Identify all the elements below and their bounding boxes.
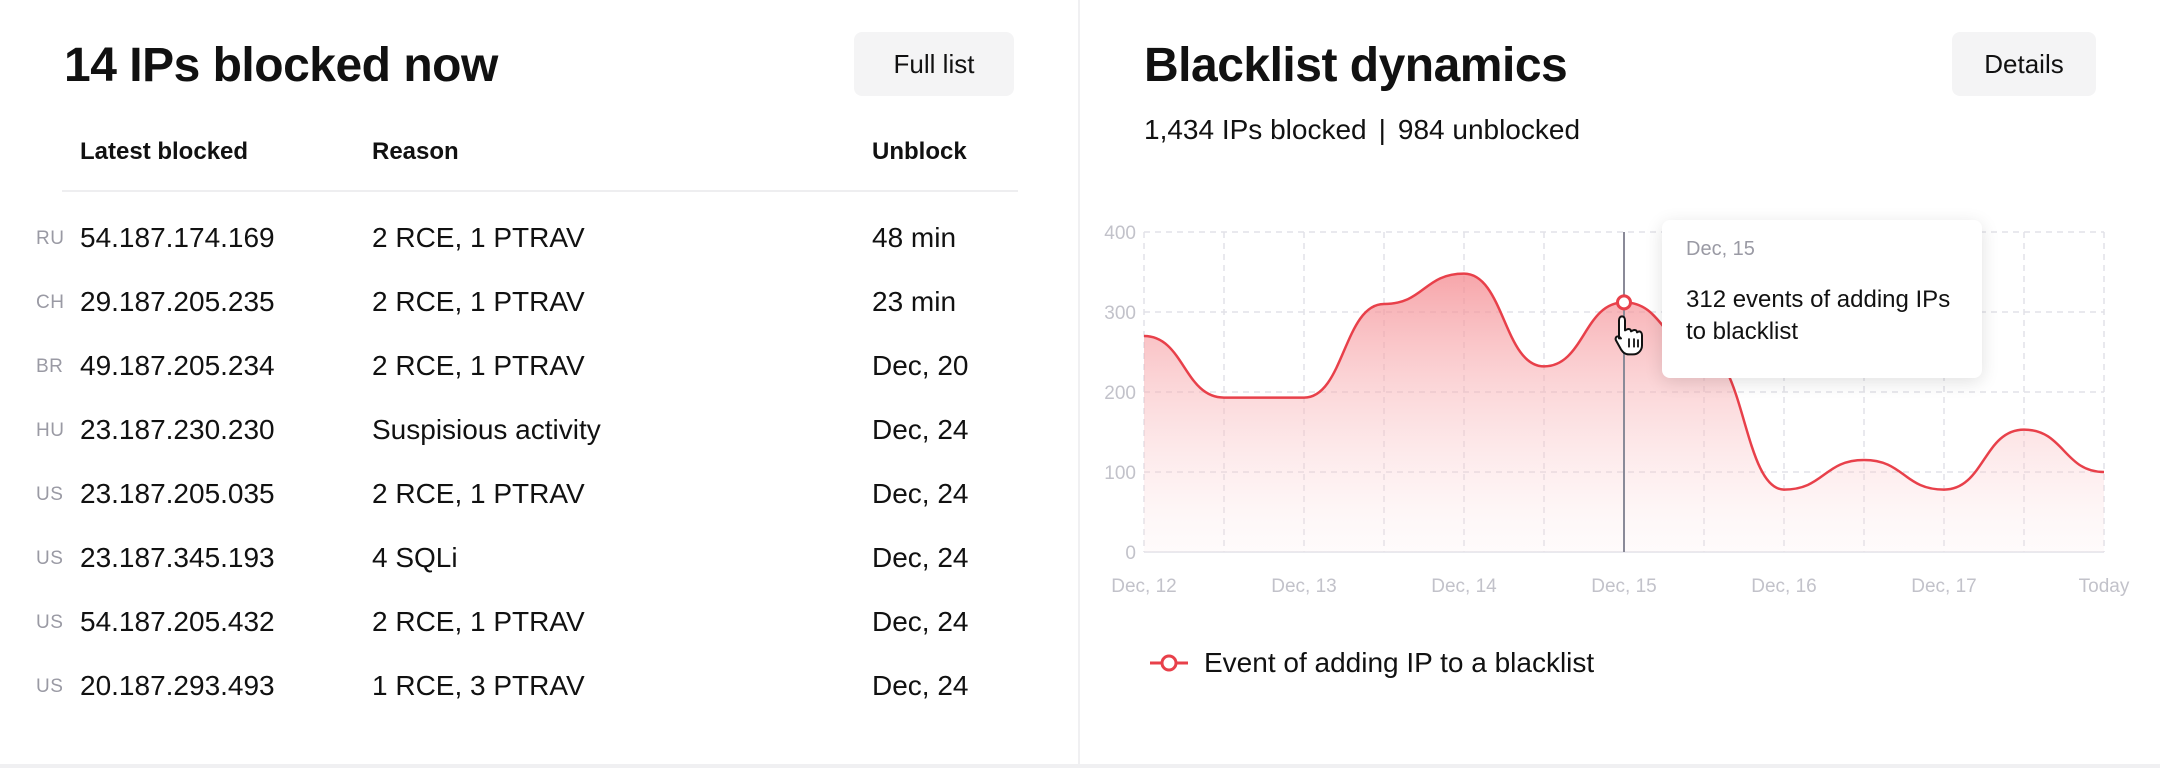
blocked-ips-panel: 14 IPs blocked now Full list Latest bloc…: [0, 0, 1078, 768]
table-row[interactable]: HU 23.187.230.230 Suspisious activity De…: [0, 400, 1078, 464]
column-header-reason[interactable]: Reason: [372, 138, 459, 165]
country-code: US: [36, 548, 64, 569]
blocked-panel-title: 14 IPs blocked now: [64, 39, 498, 92]
ip-address: 49.187.205.234: [80, 350, 275, 381]
block-reason: 2 RCE, 1 PTRAV: [372, 478, 585, 509]
table-row[interactable]: BR 49.187.205.234 2 RCE, 1 PTRAV Dec, 20: [0, 336, 1078, 400]
tooltip-text: 312 events of adding IPs to blacklist: [1686, 286, 1951, 345]
x-tick-label: Dec, 15: [1591, 576, 1656, 597]
unblocked-count: 984 unblocked: [1397, 114, 1581, 145]
x-tick-label: Today: [2079, 576, 2130, 597]
ip-address: 23.187.205.035: [80, 478, 275, 509]
x-tick-label: Dec, 14: [1431, 576, 1497, 597]
blacklist-stats: 1,434 IPs blocked | 984 unblocked: [1144, 114, 1580, 146]
full-list-button[interactable]: Full list: [854, 32, 1014, 96]
unblock-time: Dec, 24: [872, 670, 969, 701]
column-header-latest-blocked[interactable]: Latest blocked: [80, 138, 249, 165]
country-code: HU: [36, 420, 65, 441]
country-code: CH: [36, 292, 65, 313]
ip-address: 23.187.230.230: [80, 414, 275, 445]
unblock-time: Dec, 20: [872, 350, 969, 381]
bottom-border: [0, 764, 2160, 768]
panel-divider: [1078, 0, 1080, 768]
ip-address: 54.187.205.432: [80, 606, 275, 637]
tooltip-date: Dec, 15: [1686, 238, 1755, 260]
y-tick-label: 400: [1104, 223, 1136, 244]
block-reason: 1 RCE, 3 PTRAV: [372, 670, 585, 701]
country-code: US: [36, 612, 64, 633]
ip-address: 23.187.345.193: [80, 542, 275, 573]
unblock-time: Dec, 24: [872, 414, 969, 445]
unblock-time: Dec, 24: [872, 478, 969, 509]
blacklist-area-chart[interactable]: 0 100 200 300 400 Dec, 12 Dec, 13 Dec, 14 Dec, 1…: [1080, 200, 2160, 620]
country-code: US: [36, 676, 64, 697]
unblock-time: Dec, 24: [872, 542, 969, 573]
unblock-time: 48 min: [872, 222, 957, 253]
hand-pointer-icon: [1614, 315, 1643, 356]
x-tick-label: Dec, 16: [1751, 576, 1816, 597]
block-reason: 2 RCE, 1 PTRAV: [372, 606, 585, 637]
y-tick-label: 200: [1104, 383, 1136, 404]
table-row[interactable]: US 20.187.293.493 1 RCE, 3 PTRAV Dec, 24: [0, 656, 1078, 720]
block-reason: 2 RCE, 1 PTRAV: [372, 286, 585, 317]
table-row[interactable]: US 23.187.345.193 4 SQLi Dec, 24: [0, 528, 1078, 592]
block-reason: Suspisious activity: [372, 414, 601, 445]
legend-series-marker: [1150, 653, 1188, 673]
highlighted-point[interactable]: [1616, 294, 1632, 311]
table-row[interactable]: US 54.187.205.432 2 RCE, 1 PTRAV Dec, 24: [0, 592, 1078, 656]
table-row[interactable]: US 23.187.205.035 2 RCE, 1 PTRAV Dec, 24: [0, 464, 1078, 528]
country-code: BR: [36, 356, 64, 377]
dynamics-panel-title: Blacklist dynamics: [1144, 39, 1568, 92]
blocked-count: 1,434 IPs blocked: [1144, 114, 1367, 145]
chart-legend[interactable]: Event of adding IP to a blacklist: [1150, 645, 1594, 681]
ip-address: 29.187.205.235: [80, 286, 275, 317]
block-reason: 2 RCE, 1 PTRAV: [372, 350, 585, 381]
stats-separator: |: [1378, 114, 1386, 145]
country-code: US: [36, 484, 64, 505]
ip-address: 20.187.293.493: [80, 670, 275, 701]
table-header-divider: [62, 190, 1018, 192]
y-tick-label: 0: [1125, 543, 1136, 564]
block-reason: 2 RCE, 1 PTRAV: [372, 222, 585, 253]
y-tick-label: 100: [1104, 463, 1136, 484]
y-tick-label: 300: [1104, 303, 1136, 324]
column-header-unblock[interactable]: Unblock: [872, 138, 967, 165]
unblock-time: 23 min: [872, 286, 957, 317]
unblock-time: Dec, 24: [872, 606, 969, 637]
ip-address: 54.187.174.169: [80, 222, 275, 253]
x-tick-label: Dec, 12: [1111, 576, 1176, 597]
legend-label: Event of adding IP to a blacklist: [1204, 647, 1595, 678]
chart-tooltip: Dec, 15 312 events of adding IPs to blac…: [1662, 220, 1982, 378]
details-button[interactable]: Details: [1952, 32, 2096, 96]
block-reason: 4 SQLi: [372, 542, 458, 573]
country-code: RU: [36, 228, 65, 249]
x-tick-label: Dec, 17: [1911, 576, 1976, 597]
table-row[interactable]: CH 29.187.205.235 2 RCE, 1 PTRAV 23 min: [0, 272, 1078, 336]
x-tick-label: Dec, 13: [1271, 576, 1336, 597]
table-row[interactable]: RU 54.187.174.169 2 RCE, 1 PTRAV 48 min: [0, 208, 1078, 272]
